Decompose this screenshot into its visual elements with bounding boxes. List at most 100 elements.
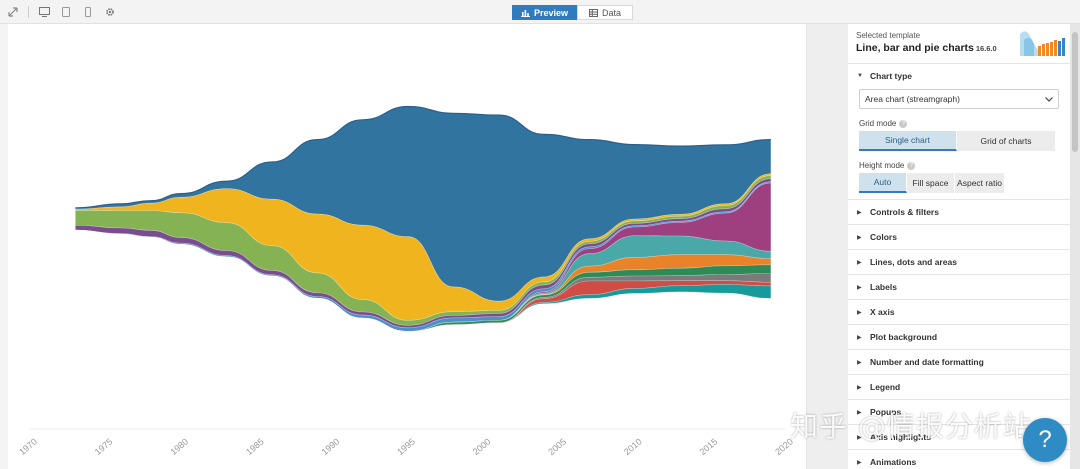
stream-area-11[interactable]: [75, 229, 772, 332]
template-caption: Selected template: [856, 31, 921, 40]
settings-section[interactable]: ▶ Animations: [848, 450, 1070, 469]
settings-section-header[interactable]: ▶ Lines, dots and areas: [848, 250, 1070, 274]
x-tick-label: 1990: [320, 436, 342, 457]
settings-section[interactable]: ▶ Controls & filters: [848, 200, 1070, 225]
settings-section[interactable]: ▶ X axis: [848, 300, 1070, 325]
selected-template[interactable]: Selected template Line, bar and pie char…: [848, 24, 1070, 64]
mobile-icon[interactable]: [81, 5, 95, 19]
settings-section-header[interactable]: ▶ Axis highlights: [848, 425, 1070, 449]
bar-chart-icon: [521, 9, 530, 17]
tab-preview[interactable]: Preview: [512, 5, 578, 20]
chart-preview: 1970 1975 1980 1985 1990 1995 2000 2005 2010 2015…: [8, 24, 806, 469]
tab-preview-label: Preview: [534, 7, 569, 18]
gear-icon[interactable]: [103, 5, 117, 19]
help-button[interactable]: ?: [1023, 418, 1067, 462]
x-tick-label: 1980: [168, 436, 190, 457]
caret-right-icon: ▶: [857, 334, 862, 341]
settings-section-header[interactable]: ▶ Popups: [848, 400, 1070, 424]
height-mode-buttons: Auto Fill space Aspect ratio: [859, 173, 1059, 193]
settings-section-label: Controls & filters: [870, 207, 939, 217]
settings-section[interactable]: ▶ Labels: [848, 275, 1070, 300]
chart-type-header[interactable]: ▼ Chart type: [848, 64, 1070, 88]
caret-right-icon: ▶: [857, 359, 862, 366]
settings-section-header[interactable]: ▶ X axis: [848, 300, 1070, 324]
chart-type-section: ▼ Chart type Area chart (streamgraph) Gr…: [848, 64, 1070, 200]
tab-data-label: Data: [602, 7, 622, 18]
template-version: 16.6.0: [975, 44, 997, 53]
desktop-icon[interactable]: [37, 5, 51, 19]
grid-mode-text: Grid mode: [859, 119, 897, 128]
grid-mode-buttons: Single chart Grid of charts: [859, 131, 1059, 151]
height-mode-label: Height mode ?: [859, 161, 1059, 170]
stream-area-6[interactable]: [75, 182, 772, 332]
caret-right-icon: ▶: [857, 259, 862, 266]
caret-right-icon: ▶: [857, 234, 862, 241]
settings-section-label: Popups: [870, 407, 902, 417]
settings-section-header[interactable]: ▶ Animations: [848, 450, 1070, 469]
height-mode-aspect-button[interactable]: Aspect ratio: [955, 173, 1005, 193]
stream-area-7[interactable]: [75, 229, 772, 332]
toolbar-separator: [28, 6, 29, 18]
panel-divider[interactable]: [806, 24, 848, 469]
settings-section-label: Colors: [870, 232, 897, 242]
view-tabs: Preview Data: [512, 5, 634, 20]
height-mode-auto-button[interactable]: Auto: [859, 173, 907, 193]
settings-section-label: Labels: [870, 282, 897, 292]
settings-section-label: Lines, dots and areas: [870, 257, 957, 267]
x-tick-label: 1995: [395, 436, 417, 457]
x-tick-label: 2020: [773, 436, 795, 457]
settings-section-label: X axis: [870, 307, 895, 317]
resize-icon[interactable]: [6, 5, 20, 19]
stream-outline-top: [75, 105, 771, 209]
x-tick-label: 1970: [17, 436, 39, 457]
settings-section[interactable]: ▶ Number and date formatting: [848, 350, 1070, 375]
x-tick-label: 2005: [546, 436, 568, 457]
settings-section-header[interactable]: ▶ Plot background: [848, 325, 1070, 349]
panel-scrollbar[interactable]: [1070, 24, 1080, 469]
help-icon[interactable]: ?: [899, 119, 908, 128]
settings-section[interactable]: ▶ Lines, dots and areas: [848, 250, 1070, 275]
caret-right-icon: ▶: [857, 209, 862, 216]
stream-area-8[interactable]: [75, 229, 772, 332]
help-icon[interactable]: ?: [907, 161, 916, 170]
chart-type-select[interactable]: Area chart (streamgraph): [859, 89, 1059, 109]
settings-section-label: Plot background: [870, 332, 938, 342]
chart-type-value: Area chart (streamgraph): [865, 94, 960, 104]
caret-right-icon: ▶: [857, 434, 862, 441]
settings-section[interactable]: ▶ Plot background: [848, 325, 1070, 350]
chevron-down-icon: [1045, 96, 1053, 102]
settings-section-label: Legend: [870, 382, 901, 392]
settings-section-header[interactable]: ▶ Legend: [848, 375, 1070, 399]
settings-section-header[interactable]: ▶ Labels: [848, 275, 1070, 299]
caret-down-icon: ▼: [857, 73, 863, 79]
tab-data[interactable]: Data: [577, 5, 634, 20]
grid-mode-grid-button[interactable]: Grid of charts: [957, 131, 1056, 151]
settings-section[interactable]: ▶ Colors: [848, 225, 1070, 250]
height-mode-fill-button[interactable]: Fill space: [907, 173, 955, 193]
settings-section-header[interactable]: ▶ Controls & filters: [848, 200, 1070, 224]
grid-mode-single-button[interactable]: Single chart: [859, 131, 957, 151]
caret-right-icon: ▶: [857, 309, 862, 316]
caret-right-icon: ▶: [857, 284, 862, 291]
settings-panel: Selected template Line, bar and pie char…: [848, 24, 1070, 469]
settings-section[interactable]: ▶ Legend: [848, 375, 1070, 400]
caret-right-icon: ▶: [857, 384, 862, 391]
settings-section-header[interactable]: ▶ Colors: [848, 225, 1070, 249]
template-thumbnail-icon: [1016, 26, 1068, 62]
chart-type-heading: Chart type: [870, 71, 913, 81]
scrollbar-thumb[interactable]: [1072, 32, 1078, 152]
caret-right-icon: ▶: [857, 459, 862, 466]
tablet-icon[interactable]: [59, 5, 73, 19]
height-mode-text: Height mode: [859, 161, 905, 170]
settings-section-label: Axis highlights: [870, 432, 931, 442]
settings-section-label: Animations: [870, 457, 917, 467]
table-icon: [589, 8, 599, 17]
stream-area-9[interactable]: [75, 229, 772, 332]
stream-areas: [75, 105, 772, 332]
stream-area-12[interactable]: [75, 229, 772, 332]
settings-section-header[interactable]: ▶ Number and date formatting: [848, 350, 1070, 374]
stream-area-10[interactable]: [75, 229, 772, 332]
template-title: Line, bar and pie charts 16.6.0: [856, 42, 1070, 54]
x-tick-label: 2000: [471, 436, 493, 457]
x-tick-label: 1985: [244, 436, 266, 457]
